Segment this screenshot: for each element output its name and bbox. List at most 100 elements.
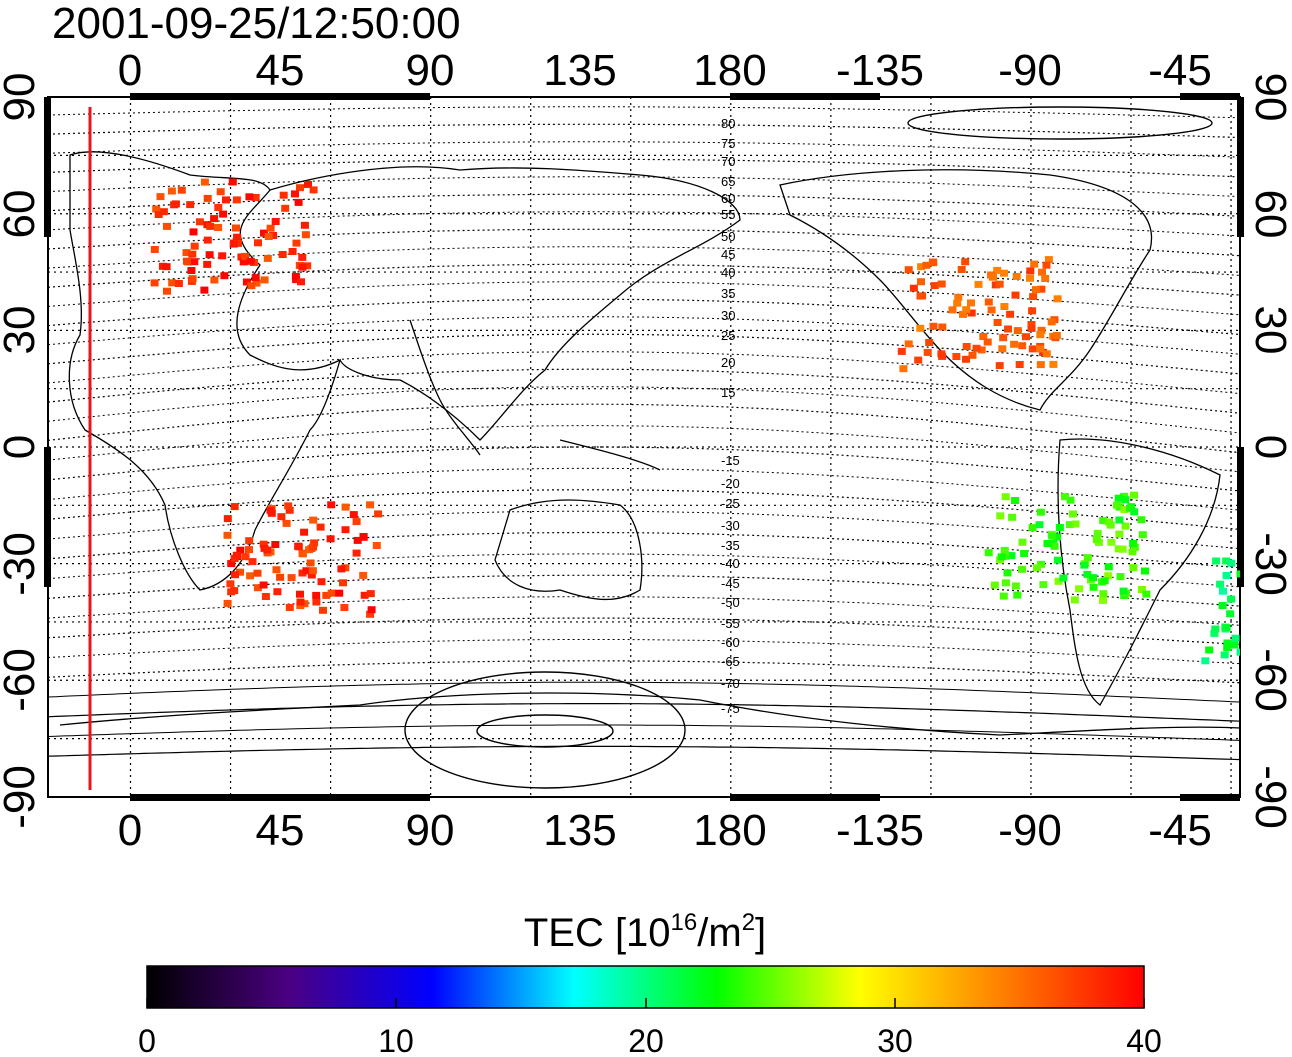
contour-label: -50 <box>721 595 740 610</box>
tec-cell <box>1283 620 1291 627</box>
magnetic-contour <box>48 298 1240 336</box>
tec-cell <box>253 584 262 592</box>
tec-cell <box>190 258 199 266</box>
tec-cell <box>1018 538 1027 546</box>
tec-cell <box>359 571 368 579</box>
tec-cell <box>1218 602 1227 609</box>
tec-cell <box>220 272 229 280</box>
tec-cell <box>1288 632 1292 639</box>
tec-cell <box>327 501 336 509</box>
tec-cell <box>1227 559 1236 567</box>
tec-cell <box>937 280 946 288</box>
tec-cell <box>1004 325 1012 333</box>
tec-cell <box>989 273 997 281</box>
polar-contour <box>404 671 686 789</box>
magnetic-contour <box>48 510 1240 550</box>
tec-cell <box>1222 557 1231 565</box>
longitude-tick-label: -135 <box>836 806 924 855</box>
tec-cell <box>897 347 906 355</box>
tec-cell <box>998 345 1007 353</box>
tec-cell <box>1080 561 1089 569</box>
tec-cell <box>1048 532 1057 540</box>
contour-label: 80 <box>721 116 735 131</box>
latitude-tick-label: 30 <box>1246 306 1292 355</box>
tec-cell <box>1126 504 1134 512</box>
tec-cell <box>1044 256 1053 264</box>
tec-cell <box>1219 587 1227 595</box>
longitude-tick-label: -90 <box>998 46 1062 95</box>
tec-cell <box>1222 624 1231 632</box>
tec-cell <box>205 251 214 259</box>
tec-cell <box>953 299 962 307</box>
tec-cell <box>1106 521 1115 529</box>
frame-tick-bars <box>44 93 1244 801</box>
tec-cell <box>1054 577 1063 585</box>
tec-cell <box>340 604 349 611</box>
tec-cell <box>984 549 993 557</box>
tec-cell <box>1246 616 1254 623</box>
magnetic-latitude-contours <box>48 106 1240 789</box>
tec-cell <box>1036 361 1045 369</box>
tec-cell <box>281 204 290 212</box>
tec-cell <box>1107 538 1116 546</box>
tec-cell <box>1070 596 1079 604</box>
tec-cell <box>1036 331 1045 339</box>
tec-cell <box>1053 556 1062 564</box>
tec-cell <box>316 523 325 531</box>
contour-label: 35 <box>721 286 735 301</box>
tec-cell <box>301 231 310 239</box>
tec-cell <box>284 502 293 510</box>
tec-cell <box>984 298 993 306</box>
tec-cell <box>203 260 212 268</box>
latitude-tick-label: 90 <box>1246 73 1292 122</box>
tec-cell <box>1223 639 1232 647</box>
latitude-ticks-left: 90 60 30 0 -30 -60 -90 <box>0 73 44 829</box>
tec-cell <box>234 239 242 247</box>
tec-cell <box>1037 560 1046 568</box>
tec-cell <box>1003 569 1012 577</box>
tec-cell <box>298 550 307 558</box>
tec-cell <box>925 339 934 346</box>
tec-cell <box>219 210 228 218</box>
tec-cell <box>1028 524 1037 532</box>
tec-cell <box>962 306 971 314</box>
tec-cell <box>352 549 361 557</box>
tec-cell <box>360 591 369 599</box>
tec-cell <box>239 258 248 266</box>
tec-cell <box>962 343 971 350</box>
latitude-tick-label: -90 <box>0 765 44 829</box>
tec-cell <box>1027 321 1036 328</box>
contour-label: -55 <box>721 616 740 631</box>
tec-cell <box>938 352 947 360</box>
tec-cell <box>263 546 272 554</box>
tec-cell <box>1210 629 1219 637</box>
tec-cell <box>300 528 309 536</box>
tec-cell <box>188 275 197 283</box>
tec-cell <box>269 232 278 239</box>
contour-label: 45 <box>721 247 735 262</box>
tec-cell <box>1042 261 1051 269</box>
latitude-tick-label: -90 <box>1246 765 1292 829</box>
tec-cell <box>188 250 197 258</box>
tec-cell <box>367 606 376 614</box>
tec-cell <box>349 511 358 519</box>
tec-cell <box>1006 310 1015 318</box>
tec-cell <box>1129 540 1138 547</box>
coastline <box>59 692 1240 736</box>
tec-cell <box>264 233 273 240</box>
tec-cell <box>297 278 305 286</box>
tec-cell <box>267 509 276 517</box>
tec-cell <box>214 224 223 231</box>
tec-cell <box>279 191 288 199</box>
tec-cell <box>156 193 165 201</box>
tec-cell <box>339 579 347 587</box>
tec-cell <box>223 531 232 539</box>
tec-cell <box>366 610 375 618</box>
contour-label: 75 <box>721 136 735 151</box>
tec-cell <box>223 515 232 523</box>
tec-cell <box>957 266 966 273</box>
tec-cell <box>271 218 280 225</box>
tec-cell <box>236 546 245 554</box>
coastline <box>68 151 342 591</box>
contour-label: 60 <box>721 191 735 206</box>
